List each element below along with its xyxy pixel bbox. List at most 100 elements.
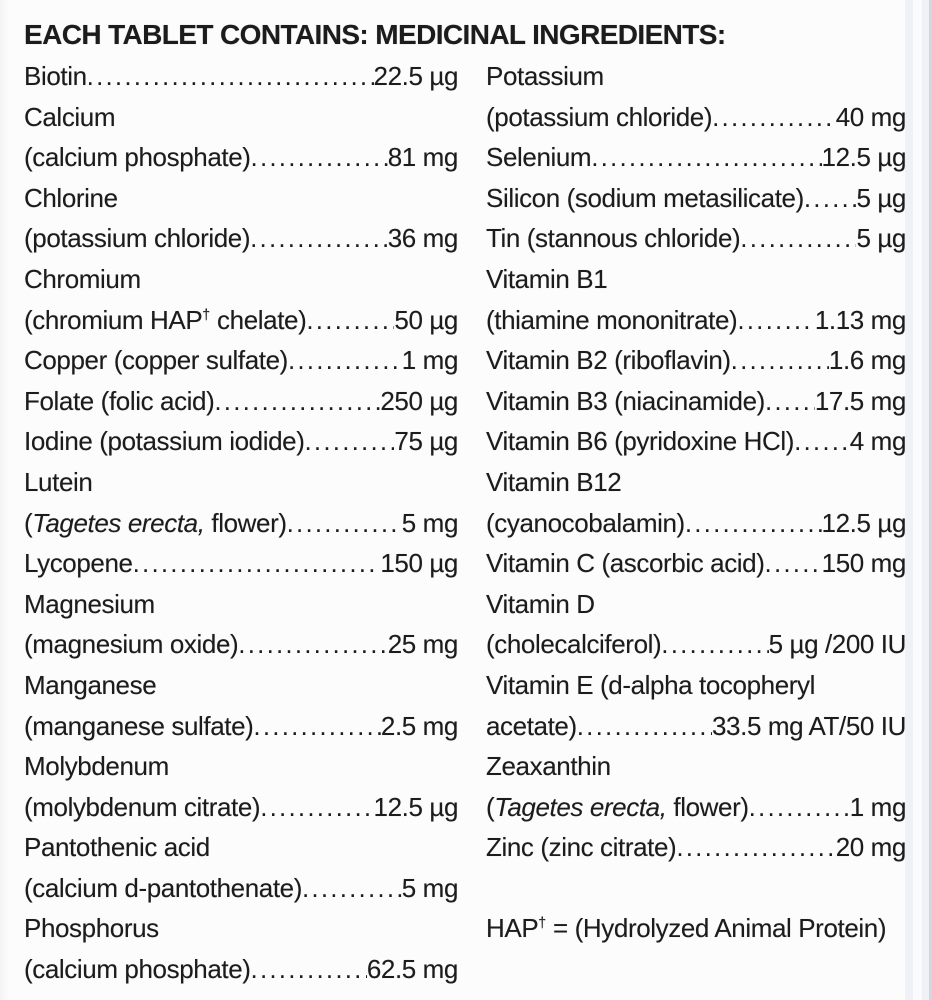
- dot-leader: [731, 340, 829, 381]
- ingredient-name: Tin (stannous chloride): [486, 223, 741, 254]
- ingredient-name: Selenium: [486, 142, 592, 173]
- ingredient-row: Chlorine: [24, 178, 458, 219]
- left-scan-shade: [0, 0, 10, 1000]
- ingredient-name: (chromium HAP† chelate): [24, 304, 307, 335]
- ingredient-row: acetate) 33.5 mg AT/50 IU: [486, 706, 906, 747]
- ingredient-amount: 5 µg: [856, 182, 906, 213]
- ingredient-amount: 25 mg: [387, 629, 459, 660]
- dot-leader: [260, 787, 373, 828]
- ingredient-name: (Tagetes erecta, flower): [24, 507, 287, 538]
- dot-leader: [251, 137, 388, 178]
- ingredient-name: Manganese: [24, 669, 157, 700]
- ingredient-name: (molybdenum citrate): [24, 791, 261, 822]
- ingredient-row: Copper (copper sulfate) 1 mg: [24, 340, 458, 381]
- dot-leader: [577, 706, 712, 747]
- ingredient-row: (calcium phosphate) 62.5 mg: [24, 949, 458, 990]
- dot-leader: [661, 624, 768, 665]
- ingredient-name: Chlorine: [24, 182, 118, 213]
- dot-leader: [287, 503, 402, 544]
- dot-leader: [306, 300, 394, 341]
- ingredient-amount: 5 µg /200 IU: [768, 629, 907, 660]
- ingredient-name: Lycopene: [24, 548, 133, 579]
- ingredient-amount: 1 mg: [401, 345, 459, 376]
- ingredient-row: (calcium phosphate) 81 mg: [24, 137, 458, 178]
- right-edge-line: [929, 0, 932, 1000]
- ingredient-row: Potassium: [486, 56, 906, 97]
- ingredient-name: (cyanocobalamin): [486, 507, 685, 538]
- ingredient-name: (manganese sulfate): [24, 710, 254, 741]
- ingredient-name: Vitamin B12: [486, 466, 622, 497]
- ingredient-name: Folate (folic acid): [24, 385, 215, 416]
- ingredient-row: (molybdenum citrate) 12.5 µg: [24, 787, 458, 828]
- dot-leader: [676, 827, 835, 868]
- ingredient-name: (calcium d-pantothenate): [24, 872, 302, 903]
- ingredient-name: Zinc (zinc citrate): [486, 832, 677, 863]
- footnote-text: HAP† = (Hydrolyzed Animal Protein): [486, 913, 887, 944]
- ingredient-name: Potassium: [486, 61, 604, 91]
- ingredient-amount: 150 mg: [821, 548, 907, 579]
- ingredient-name: (thiamine mononitrate): [486, 304, 738, 335]
- ingredient-row: Chromium: [24, 259, 458, 300]
- ingredient-amount: 5 mg: [401, 872, 459, 903]
- ingredient-name: Silicon (sodium metasilicate): [486, 182, 804, 213]
- ingredient-row: Pantothenic acid: [24, 827, 458, 868]
- ingredient-amount: 81 mg: [387, 142, 459, 173]
- ingredient-amount: 50 µg: [394, 304, 458, 335]
- ingredient-row: Lutein: [24, 462, 458, 503]
- ingredient-name: Calcium: [24, 101, 116, 132]
- ingredient-row: Zinc (zinc citrate) 20 mg: [486, 827, 906, 868]
- ingredient-name: Vitamin E (d-alpha tocopheryl: [486, 669, 815, 700]
- ingredient-row: Manganese: [24, 665, 458, 706]
- ingredient-name: (potassium chloride): [486, 101, 713, 132]
- ingredient-name: (cholecalciferol): [486, 629, 662, 660]
- ingredient-row: Vitamin E (d-alpha tocopheryl: [486, 665, 906, 706]
- ingredient-amount: 75 µg: [394, 426, 458, 457]
- ingredient-row: Vitamin B6 (pyridoxine HCl) 4 mg: [486, 421, 906, 462]
- ingredient-row: Zeaxanthin: [486, 746, 906, 787]
- ingredient-amount: 150 µg: [380, 548, 458, 579]
- ingredient-row: (magnesium oxide) 25 mg: [24, 624, 458, 665]
- ingredient-name: Pantothenic acid: [24, 832, 210, 863]
- ingredient-amount: 62.5 mg: [366, 954, 459, 985]
- ingredient-row: (chromium HAP† chelate) 50 µg: [24, 300, 458, 341]
- ingredient-name: Vitamin B2 (riboflavin): [486, 345, 731, 376]
- panel-title: EACH TABLET CONTAINS: MEDICINAL INGREDIE…: [24, 19, 726, 50]
- ingredient-name: Iodine (potassium iodide): [24, 426, 305, 457]
- ingredient-amount: 12.5 µg: [821, 507, 907, 538]
- dot-leader: [591, 137, 821, 178]
- ingredients-columns: Biotin 22.5 µg Calcium (calcium phosphate)…: [0, 54, 932, 990]
- ingredient-row: (potassium chloride) 36 mg: [24, 218, 458, 259]
- ingredient-row: Vitamin D: [486, 584, 906, 625]
- ingredient-amount: 1.6 mg: [828, 345, 906, 376]
- ingredient-amount: 12.5 µg: [373, 791, 459, 822]
- ingredient-amount: 1 mg: [849, 791, 907, 822]
- ingredient-name: Copper (copper sulfate): [24, 345, 288, 376]
- ingredient-name: Magnesium: [24, 588, 155, 619]
- ingredient-row: (cyanocobalamin) 12.5 µg: [486, 503, 906, 544]
- ingredient-amount: 33.5 mg AT/50 IU: [712, 710, 906, 741]
- dot-leader: [305, 421, 395, 462]
- ingredient-amount: 36 mg: [387, 223, 459, 254]
- dot-leader: [251, 949, 367, 990]
- ingredient-row: Vitamin B1: [486, 259, 906, 300]
- dot-leader: [794, 421, 850, 462]
- ingredient-amount: 5 µg: [856, 223, 906, 254]
- ingredients-column-right: Potassium (potassium chloride) 40 mg Selen…: [486, 56, 906, 990]
- ingredient-row: Calcium: [24, 97, 458, 138]
- ingredient-row: Silicon (sodium metasilicate) 5 µg: [486, 178, 906, 219]
- dot-leader: [765, 381, 815, 422]
- ingredient-name: Molybdenum: [24, 751, 169, 782]
- dot-leader: [737, 300, 815, 341]
- dot-leader: [302, 868, 402, 909]
- dot-leader: [250, 218, 388, 259]
- ingredient-row: Iodine (potassium iodide) 75 µg: [24, 421, 458, 462]
- dot-leader: [253, 706, 380, 747]
- ingredient-row: Selenium 12.5 µg: [486, 137, 906, 178]
- dot-leader: [214, 381, 380, 422]
- ingredient-name: Vitamin B1: [486, 263, 608, 294]
- ingredient-amount: 250 µg: [380, 385, 458, 416]
- footnote-row: HAP† = (Hydrolyzed Animal Protein): [486, 908, 906, 949]
- ingredient-row: Vitamin B2 (riboflavin) 1.6 mg: [486, 340, 906, 381]
- ingredient-amount: 40 mg: [835, 101, 907, 132]
- ingredient-name: Chromium: [24, 263, 141, 294]
